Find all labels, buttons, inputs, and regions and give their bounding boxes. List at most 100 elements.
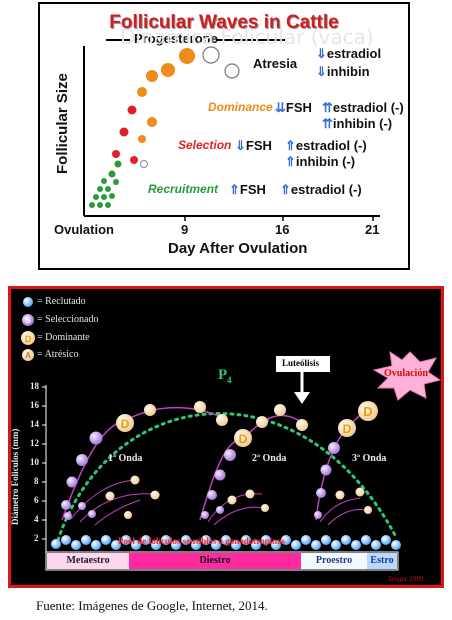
follicle bbox=[108, 170, 116, 178]
follicle bbox=[216, 506, 224, 514]
follicle bbox=[89, 202, 95, 208]
bottom-y-axis-label: Diámetro Foliculos (mm) bbox=[10, 428, 20, 525]
selection-follicles bbox=[112, 105, 138, 164]
atretic-follicle bbox=[140, 160, 148, 168]
progesterone-label: Progesterone bbox=[134, 31, 218, 46]
luteolysis-arrow-icon bbox=[294, 392, 310, 404]
p4-label: P4 bbox=[218, 367, 232, 385]
follicle bbox=[216, 414, 228, 426]
follicle bbox=[364, 506, 372, 514]
follicle bbox=[105, 186, 111, 192]
selection-effect-2: ⇑inhibin (-) bbox=[285, 154, 356, 169]
y-tick: 16 bbox=[30, 400, 39, 410]
wave1-label: 1ª Onda bbox=[108, 453, 143, 464]
follicle bbox=[335, 490, 345, 500]
svg-text:D: D bbox=[363, 404, 372, 419]
follicle bbox=[194, 401, 206, 413]
top-figure-panel: Follicular Waves in Cattle bbox=[38, 2, 410, 270]
credit-label: Senger 1999 bbox=[388, 575, 424, 583]
follicle bbox=[224, 449, 236, 461]
follicle bbox=[256, 416, 268, 428]
luteolysis-box bbox=[276, 356, 330, 372]
follicle bbox=[101, 178, 107, 184]
follicle bbox=[61, 500, 71, 510]
pool-label: Pool de folículos sensibles a gonadotrop… bbox=[118, 536, 286, 546]
source-caption: Fuente: Imágenes de Google, Internet, 20… bbox=[36, 598, 268, 613]
down-arrow-icon: ⇓ bbox=[235, 138, 246, 153]
recruitment-label: Recruitment bbox=[148, 182, 219, 196]
follicle bbox=[109, 193, 115, 199]
follicle bbox=[274, 404, 286, 416]
legend-selected-label: = Seleccionado bbox=[37, 314, 99, 325]
svg-text:D: D bbox=[343, 422, 352, 436]
ovulation-burst-icon bbox=[372, 350, 442, 401]
follicle bbox=[245, 489, 255, 499]
x-axis-label: Day After Ovulation bbox=[168, 240, 308, 257]
luteolysis-label: Luteólisis bbox=[282, 358, 320, 368]
legend-atretic-label: = Atrésico bbox=[37, 349, 79, 360]
svg-text:D: D bbox=[239, 432, 248, 446]
up-arrow-icon: ⇑ bbox=[285, 138, 296, 153]
follicle bbox=[105, 202, 111, 208]
follicle bbox=[127, 105, 137, 115]
top-title: Follicular Waves in Cattle bbox=[109, 12, 339, 33]
follicle bbox=[105, 491, 115, 501]
subordinate-curves bbox=[69, 479, 366, 526]
wave2-label: 2ª Onda bbox=[252, 453, 287, 464]
follicle bbox=[314, 511, 322, 519]
dominance-effect-1: ⇈estradiol (-) bbox=[322, 100, 404, 115]
svg-text:A: A bbox=[25, 351, 31, 360]
follicle bbox=[88, 510, 96, 518]
dominant-follicle bbox=[338, 419, 356, 437]
x-tick-21-label: 21 bbox=[365, 222, 380, 237]
follicle bbox=[138, 135, 146, 143]
wave2-follicles bbox=[201, 404, 308, 519]
dominant-follicle bbox=[358, 401, 378, 421]
follicle bbox=[207, 490, 217, 500]
phase-bar-frame bbox=[45, 551, 399, 571]
follicle bbox=[144, 404, 156, 416]
follicle bbox=[355, 487, 365, 497]
legend-dominant-label: = Dominante bbox=[37, 332, 90, 343]
y-tick: 6 bbox=[34, 495, 39, 505]
follicle bbox=[261, 504, 269, 512]
dominant-follicle bbox=[234, 429, 252, 447]
dominance-fsh: ⇊FSH bbox=[275, 100, 312, 115]
follicle bbox=[76, 454, 88, 466]
recruitment-fsh: ⇑FSH bbox=[229, 182, 266, 197]
follicle-pool bbox=[51, 535, 401, 550]
follicle bbox=[320, 464, 332, 476]
wave3-follicles bbox=[314, 401, 378, 519]
follicle bbox=[179, 48, 195, 64]
follicle bbox=[130, 475, 140, 485]
follicle bbox=[124, 511, 132, 519]
follicle bbox=[93, 194, 99, 200]
y-tick: 14 bbox=[30, 419, 39, 429]
follicle bbox=[150, 490, 160, 500]
dominant-follicle bbox=[116, 414, 134, 432]
atretic-follicle bbox=[202, 46, 220, 64]
up-arrow-icon: ⇑ bbox=[280, 182, 291, 197]
dominance-label: Dominance bbox=[208, 100, 273, 114]
y-tick: 10 bbox=[30, 457, 39, 467]
follicle bbox=[97, 202, 103, 208]
follicle bbox=[114, 160, 122, 168]
dominance-follicles bbox=[137, 48, 195, 143]
follicle bbox=[146, 70, 158, 82]
follicle bbox=[112, 150, 120, 158]
follicle bbox=[296, 419, 308, 431]
x-tick-ovulation: Ovulation bbox=[54, 222, 114, 237]
double-down-arrow-icon: ⇊ bbox=[275, 100, 286, 115]
svg-text:D: D bbox=[121, 417, 130, 431]
phase-diestro: Diestro bbox=[129, 553, 301, 569]
follicle bbox=[101, 194, 107, 200]
legend-atretic-icon bbox=[22, 349, 34, 361]
y-tick: 2 bbox=[34, 533, 39, 543]
follicle bbox=[66, 476, 78, 488]
double-up-arrow-icon: ⇈ bbox=[322, 100, 333, 115]
atretic-follicle bbox=[224, 63, 240, 79]
top-diagram bbox=[83, 39, 380, 221]
follicle bbox=[227, 495, 237, 505]
svg-text:S: S bbox=[25, 316, 31, 325]
